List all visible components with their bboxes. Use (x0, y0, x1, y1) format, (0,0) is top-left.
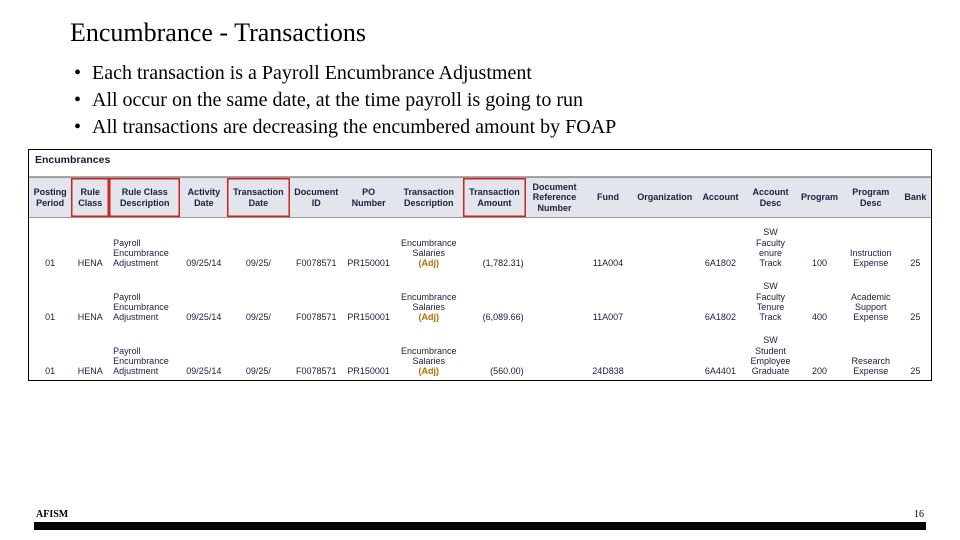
table-cell: HENA (71, 272, 109, 326)
footer-bar (34, 522, 926, 530)
table-cell: 6A1802 (697, 272, 744, 326)
table-cell: PayrollEncumbranceAdjustment (109, 218, 180, 272)
table-cell: EncumbranceSalaries(Adj) (394, 218, 463, 272)
column-header: Activity Date (180, 178, 227, 218)
column-header: Transaction Amount (463, 178, 525, 218)
column-header: Fund (584, 178, 633, 218)
table-cell: 200 (797, 326, 842, 380)
table-cell: InstructionExpense (842, 218, 900, 272)
table-cell: ResearchExpense (842, 326, 900, 380)
column-header: Transaction Description (394, 178, 463, 218)
table-cell: PayrollEncumbranceAdjustment (109, 326, 180, 380)
slide-footer: AFISM 16 (0, 510, 960, 530)
table-cell: 09/25/14 (180, 272, 227, 326)
table-cell: 24D838 (584, 326, 633, 380)
table-cell: F0078571 (290, 326, 343, 380)
table-cell: 09/25/14 (180, 218, 227, 272)
table-cell: EncumbranceSalaries(Adj) (394, 272, 463, 326)
column-header: Account (697, 178, 744, 218)
column-header: Program (797, 178, 842, 218)
table-cell: (1,782.31) (463, 218, 525, 272)
table-cell: 6A4401 (697, 326, 744, 380)
table-cell (526, 326, 584, 380)
table-cell: 01 (29, 326, 71, 380)
encumbrances-table: Posting PeriodRule ClassRule Class Descr… (29, 177, 931, 380)
column-header: Rule Class (71, 178, 109, 218)
table-cell: 09/25/ (227, 272, 289, 326)
table-cell (526, 272, 584, 326)
table-cell (526, 218, 584, 272)
table-cell: F0078571 (290, 218, 343, 272)
column-header: Account Desc (744, 178, 797, 218)
bullet-item: All occur on the same date, at the time … (92, 87, 960, 114)
table-row: 01HENAPayrollEncumbranceAdjustment09/25/… (29, 218, 931, 272)
table-cell: 25 (900, 218, 931, 272)
column-header: PO Number (343, 178, 394, 218)
column-header: Posting Period (29, 178, 71, 218)
page-number: 16 (914, 509, 924, 520)
column-header: Document Reference Number (526, 178, 584, 218)
table-cell: 09/25/14 (180, 326, 227, 380)
encumbrances-table-container: Encumbrances Posting PeriodRule ClassRul… (28, 149, 932, 381)
table-cell: SWStudentEmployeeGraduate (744, 326, 797, 380)
table-cell: 25 (900, 272, 931, 326)
table-cell: HENA (71, 326, 109, 380)
table-cell: 01 (29, 272, 71, 326)
table-cell: (6,089.66) (463, 272, 525, 326)
column-header: Bank (900, 178, 931, 218)
table-cell: PR150001 (343, 272, 394, 326)
table-cell: 09/25/ (227, 326, 289, 380)
table-cell (632, 326, 697, 380)
slide-title: Encumbrance - Transactions (0, 18, 960, 48)
table-cell: (560.00) (463, 326, 525, 380)
table-section-label: Encumbrances (29, 150, 931, 177)
table-cell (632, 218, 697, 272)
column-header: Transaction Date (227, 178, 289, 218)
table-cell: 25 (900, 326, 931, 380)
table-cell: HENA (71, 218, 109, 272)
column-header: Document ID (290, 178, 343, 218)
column-header: Program Desc (842, 178, 900, 218)
table-header-row: Posting PeriodRule ClassRule Class Descr… (29, 178, 931, 218)
bullet-item: Each transaction is a Payroll Encumbranc… (92, 60, 960, 87)
table-row: 01HENAPayrollEncumbranceAdjustment09/25/… (29, 326, 931, 380)
table-cell: EncumbranceSalaries(Adj) (394, 326, 463, 380)
table-cell: 11A004 (584, 218, 633, 272)
table-cell: SWFacultyTenureTrack (744, 272, 797, 326)
table-cell: AcademicSupportExpense (842, 272, 900, 326)
table-cell (632, 272, 697, 326)
table-cell: PR150001 (343, 218, 394, 272)
bullet-list: Each transaction is a Payroll Encumbranc… (0, 60, 960, 141)
table-cell: PayrollEncumbranceAdjustment (109, 272, 180, 326)
table-row: 01HENAPayrollEncumbranceAdjustment09/25/… (29, 272, 931, 326)
column-header: Organization (632, 178, 697, 218)
table-cell: 09/25/ (227, 218, 289, 272)
table-cell: 11A007 (584, 272, 633, 326)
bullet-item: All transactions are decreasing the encu… (92, 114, 960, 141)
footer-label: AFISM (36, 509, 68, 520)
table-cell: F0078571 (290, 272, 343, 326)
column-header: Rule Class Description (109, 178, 180, 218)
table-cell: 6A1802 (697, 218, 744, 272)
table-cell: 100 (797, 218, 842, 272)
table-cell: 400 (797, 272, 842, 326)
table-cell: SWFacultyenureTrack (744, 218, 797, 272)
table-cell: 01 (29, 218, 71, 272)
table-cell: PR150001 (343, 326, 394, 380)
